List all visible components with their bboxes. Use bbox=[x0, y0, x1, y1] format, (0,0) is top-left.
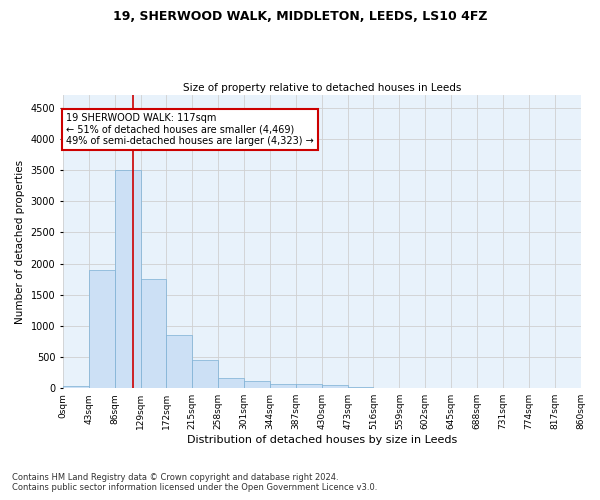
X-axis label: Distribution of detached houses by size in Leeds: Distribution of detached houses by size … bbox=[187, 435, 457, 445]
Text: Contains public sector information licensed under the Open Government Licence v3: Contains public sector information licen… bbox=[12, 484, 377, 492]
Bar bbox=[322, 385, 347, 388]
Bar bbox=[166, 335, 193, 388]
Bar bbox=[270, 384, 296, 388]
Bar bbox=[89, 270, 115, 388]
Bar bbox=[347, 387, 373, 388]
Bar bbox=[244, 382, 270, 388]
Bar bbox=[115, 170, 140, 388]
Bar bbox=[140, 279, 166, 388]
Bar bbox=[63, 386, 89, 388]
Bar bbox=[193, 360, 218, 388]
Y-axis label: Number of detached properties: Number of detached properties bbox=[15, 160, 25, 324]
Text: 19 SHERWOOD WALK: 117sqm
← 51% of detached houses are smaller (4,469)
49% of sem: 19 SHERWOOD WALK: 117sqm ← 51% of detach… bbox=[66, 112, 314, 146]
Text: 19, SHERWOOD WALK, MIDDLETON, LEEDS, LS10 4FZ: 19, SHERWOOD WALK, MIDDLETON, LEEDS, LS1… bbox=[113, 10, 487, 23]
Bar bbox=[296, 384, 322, 388]
Text: Contains HM Land Registry data © Crown copyright and database right 2024.: Contains HM Land Registry data © Crown c… bbox=[12, 474, 338, 482]
Title: Size of property relative to detached houses in Leeds: Size of property relative to detached ho… bbox=[182, 83, 461, 93]
Bar bbox=[218, 378, 244, 388]
